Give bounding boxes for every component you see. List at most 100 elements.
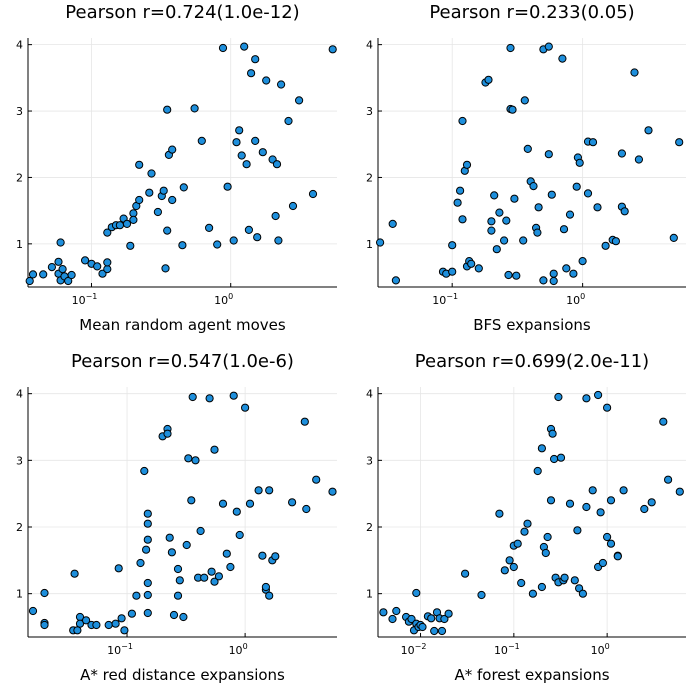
data-point [523, 144, 532, 153]
data-point [554, 392, 563, 402]
data-point [288, 498, 297, 507]
data-point [235, 126, 244, 135]
data-point [448, 241, 457, 250]
data-point [550, 454, 559, 464]
data-point [218, 499, 228, 508]
data-point [143, 590, 152, 600]
data-point [467, 259, 476, 268]
data-point [47, 263, 57, 272]
data-point [391, 276, 400, 285]
data-point [490, 191, 499, 200]
chart-title: Pearson r=0.699(2.0e-11) [415, 351, 649, 372]
data-point [458, 116, 467, 126]
chart-title: Pearson r=0.233(0.05) [429, 2, 634, 23]
x-tick-exponent: −2 [415, 642, 427, 651]
data-point [547, 190, 556, 199]
data-point [562, 264, 571, 273]
data-point [25, 276, 34, 286]
x-tick-exponent: 0 [228, 292, 233, 301]
data-point [295, 96, 304, 105]
data-point [114, 564, 123, 573]
data-point [570, 576, 579, 585]
data-point [598, 558, 608, 568]
data-point [135, 195, 144, 205]
x-axis-label: Mean random agent moves [79, 316, 286, 334]
data-point [159, 186, 168, 195]
data-point [644, 126, 653, 135]
chart-title: Pearson r=0.724(1.0e-12) [65, 2, 299, 23]
data-point [510, 194, 519, 203]
data-point [258, 551, 267, 560]
data-point [560, 573, 569, 582]
data-point [240, 42, 249, 51]
data-point [308, 189, 318, 199]
data-point [573, 526, 582, 535]
data-point [229, 236, 238, 245]
data-point [92, 620, 101, 630]
data-point [40, 620, 49, 630]
data-point [529, 182, 538, 191]
data-point [520, 96, 529, 105]
data-point [544, 150, 553, 159]
data-point [594, 390, 603, 400]
data-point [565, 499, 575, 508]
data-point [537, 582, 547, 592]
data-point [168, 145, 177, 154]
data-point [258, 148, 267, 157]
data-point [575, 158, 584, 167]
data-point [578, 257, 587, 266]
data-point [184, 454, 193, 463]
data-point [388, 219, 397, 228]
data-point [245, 499, 255, 508]
data-point [675, 138, 684, 147]
data-point [606, 539, 616, 548]
data-point [200, 573, 209, 582]
data-point [111, 619, 120, 628]
y-tick-label: 2 [16, 521, 23, 534]
data-point [188, 392, 197, 402]
data-point [582, 502, 591, 512]
data-point [242, 160, 251, 169]
x-tick-label: 10−1 [72, 292, 98, 307]
x-tick-base: 10 [72, 294, 86, 307]
data-point [418, 622, 427, 632]
data-point [103, 228, 112, 237]
data-point [235, 530, 244, 540]
y-tick-label: 4 [366, 388, 373, 401]
data-point [136, 558, 145, 568]
data-point [603, 403, 612, 412]
data-point [117, 614, 126, 623]
data-point [251, 55, 260, 64]
data-point [392, 606, 401, 616]
data-point [620, 207, 629, 216]
data-point [265, 486, 274, 495]
data-point [458, 215, 467, 224]
data-point [210, 445, 219, 454]
data-point [182, 540, 191, 550]
data-point [40, 588, 49, 598]
data-point [75, 619, 85, 628]
x-tick-base: 10 [591, 644, 605, 657]
data-point [214, 572, 223, 581]
data-point [67, 270, 76, 280]
data-point [461, 569, 470, 578]
x-tick-exponent: −1 [508, 642, 520, 651]
data-point [500, 566, 509, 575]
data-point [127, 609, 136, 618]
data-point [226, 562, 235, 572]
data-point [277, 80, 286, 89]
data-point [28, 606, 38, 616]
x-tick-label: 10−1 [432, 292, 458, 307]
data-point [328, 45, 337, 54]
y-tick-label: 2 [16, 171, 23, 184]
data-point [487, 226, 496, 235]
data-point [271, 552, 280, 561]
data-point [145, 188, 154, 197]
data-point [549, 269, 558, 278]
data-point [143, 578, 152, 588]
y-tick-label: 1 [16, 238, 23, 251]
data-point [302, 504, 311, 514]
data-point [143, 509, 152, 518]
data-point [262, 76, 271, 85]
